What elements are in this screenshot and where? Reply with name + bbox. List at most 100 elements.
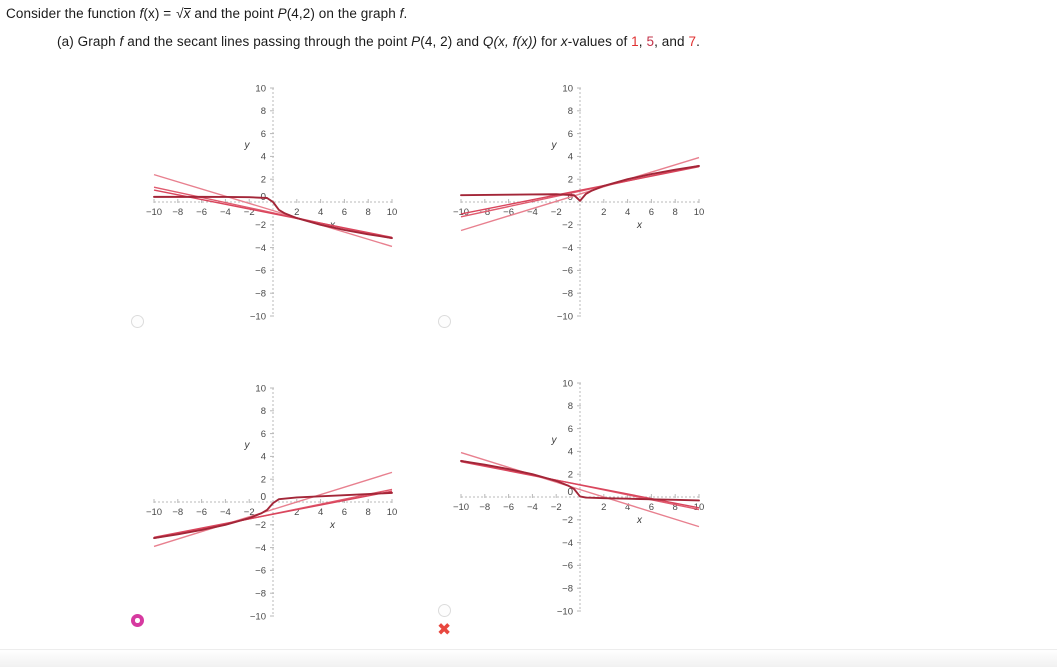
- part-a-text-5: -values of: [567, 34, 632, 49]
- statement-text-2: and the point: [190, 6, 278, 21]
- x-value-sep-1: ,: [638, 34, 647, 49]
- x-value-1: 1: [631, 34, 639, 49]
- y-tick-label: −8: [255, 589, 266, 600]
- problem-statement-part-a: (a) Graph f and the secant lines passing…: [57, 34, 700, 49]
- radio-option-a[interactable]: [131, 315, 144, 328]
- secant-line: [460, 165, 700, 215]
- origin-label: 0: [567, 487, 573, 498]
- x-axis-label: x: [636, 515, 643, 526]
- x-tick-label: −10: [146, 207, 162, 218]
- y-axis-label: y: [244, 440, 251, 451]
- part-a-symbol-f: f: [119, 34, 124, 49]
- secant-line: [460, 451, 700, 528]
- x-tick-label: 2: [601, 502, 606, 513]
- secant-line: [460, 156, 700, 232]
- x-tick-label: 2: [601, 207, 606, 218]
- statement-period: .: [403, 6, 408, 21]
- x-tick-label: −10: [453, 502, 469, 513]
- y-axis-label: y: [244, 140, 251, 151]
- y-tick-label: 2: [261, 475, 266, 486]
- secant-line: [153, 471, 393, 548]
- radio-option-c[interactable]: [131, 614, 144, 627]
- part-label-a: (a): [57, 34, 74, 49]
- y-tick-label: −6: [562, 561, 573, 572]
- graph-option-c[interactable]: −10 −8 −6 −4 −2 2 4 6 8 10 10 8 6 4 2 −2 −4 −6 −8 −10 0 x y: [140, 378, 400, 623]
- y-tick-label: 2: [568, 175, 573, 186]
- part-a-text-4: for: [537, 34, 561, 49]
- part-a-text-1: Graph: [73, 34, 120, 49]
- x-tick-label: −10: [453, 207, 469, 218]
- y-tick-label: 10: [562, 83, 573, 94]
- x-tick-label: −8: [172, 207, 183, 218]
- y-tick-label: 6: [568, 424, 573, 435]
- sqrt-radical-icon: √: [176, 6, 184, 21]
- statement-text-3: on the graph: [314, 6, 400, 21]
- part-a-symbol-P: P: [411, 34, 421, 49]
- x-tick-label: −6: [503, 502, 514, 513]
- x-value-5: 5: [646, 34, 655, 49]
- part-a-P-coords: (4, 2): [420, 34, 453, 49]
- x-tick-label: 10: [694, 207, 705, 218]
- graph-option-b[interactable]: −10 −8 −6 −4 −2 2 4 6 8 10 10 8 6 4 2 −2 −4 −6 −8 −10 0 x y: [447, 78, 707, 323]
- x-tick-label: 8: [673, 502, 678, 513]
- part-a-symbol-x: x: [560, 34, 568, 49]
- x-tick-label: −2: [244, 207, 255, 218]
- y-tick-label: −2: [255, 520, 266, 531]
- y-tick-label: −10: [557, 606, 573, 617]
- statement-text-1: Consider the function: [6, 6, 140, 21]
- sqrt-argument: x: [183, 6, 191, 21]
- part-a-text-2: and the secant lines passing through the…: [123, 34, 412, 49]
- x-tick-label: −4: [527, 207, 538, 218]
- graph-option-a[interactable]: −10 −8 −6 −4 −2 2 4 6 8 10 10 8 6 4 2 −2 −4 −6 −8 −10 0 x y: [140, 78, 400, 323]
- x-tick-label: 8: [366, 207, 371, 218]
- origin-label: 0: [260, 492, 266, 503]
- x-tick-label: 8: [366, 507, 371, 518]
- y-tick-label: 10: [255, 83, 266, 94]
- function-symbol-f: f: [139, 6, 144, 21]
- y-tick-label: 4: [261, 152, 266, 163]
- y-tick-label: 8: [261, 106, 266, 117]
- x-tick-label: −4: [220, 507, 231, 518]
- y-tick-label: 8: [261, 406, 266, 417]
- function-curve: [460, 165, 700, 202]
- x-tick-label: −6: [196, 507, 207, 518]
- y-tick-label: 6: [261, 129, 266, 140]
- sqrt-expression: √x: [175, 6, 191, 21]
- x-tick-label: −8: [479, 207, 490, 218]
- x-tick-label: 10: [387, 507, 398, 518]
- x-tick-label: 4: [318, 507, 323, 518]
- page-footer-strip: [0, 649, 1057, 667]
- part-a-text-3: and: [452, 34, 483, 49]
- x-tick-label: 6: [342, 207, 347, 218]
- y-tick-label: 4: [568, 447, 573, 458]
- x-value-7: 7: [688, 34, 697, 49]
- x-axis-label: x: [636, 220, 643, 231]
- y-axis-label: y: [551, 140, 558, 151]
- function-curve: [460, 460, 700, 502]
- y-tick-label: 4: [261, 452, 266, 463]
- part-a-period: .: [696, 34, 700, 49]
- radio-selected-dot: [135, 618, 140, 623]
- graph-option-d[interactable]: −10 −8 −6 −4 −2 2 4 6 8 10 10 8 6 4 2 −2 −4 −6 −8 −10 0 x y: [447, 373, 707, 618]
- y-tick-label: −2: [255, 220, 266, 231]
- y-tick-label: −4: [255, 243, 266, 254]
- radio-option-d[interactable]: [438, 604, 451, 617]
- secant-line: [153, 173, 393, 248]
- x-tick-label: −8: [479, 502, 490, 513]
- y-tick-label: 2: [568, 470, 573, 481]
- x-tick-label: −8: [172, 507, 183, 518]
- radio-option-b[interactable]: [438, 315, 451, 328]
- y-tick-label: 8: [568, 106, 573, 117]
- y-tick-label: −8: [562, 584, 573, 595]
- x-tick-label: 4: [625, 502, 630, 513]
- sqrt-vinculum: [183, 7, 191, 9]
- x-tick-label: −10: [146, 507, 162, 518]
- x-tick-label: −2: [551, 502, 562, 513]
- secant-line: [153, 490, 393, 539]
- x-tick-label: −4: [220, 207, 231, 218]
- x-tick-label: 8: [673, 207, 678, 218]
- x-tick-label: 4: [318, 207, 323, 218]
- point-symbol-P: P: [277, 6, 287, 21]
- y-tick-label: −2: [562, 515, 573, 526]
